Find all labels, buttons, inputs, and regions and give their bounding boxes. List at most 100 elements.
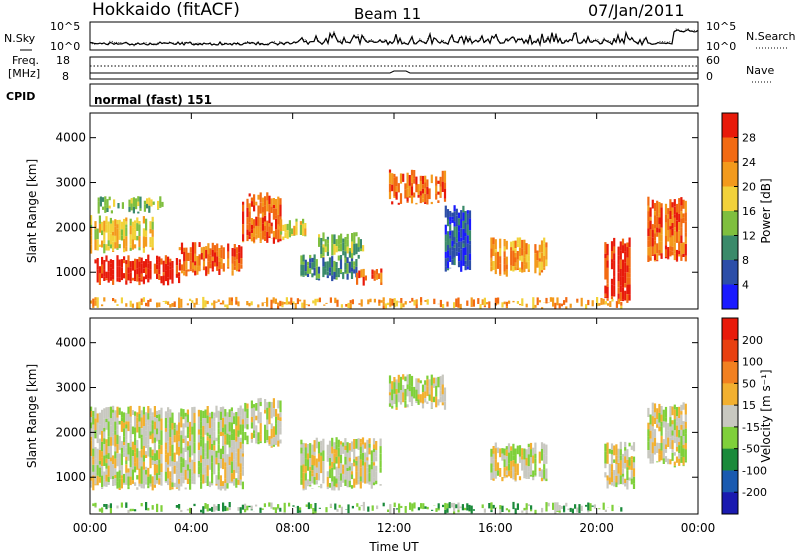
echo-cell xyxy=(335,277,338,280)
freq-panel: Freq. [MHz] 18 8 60 0 Nave xyxy=(8,54,774,83)
echo-cell xyxy=(302,464,305,473)
echo-cell xyxy=(112,479,115,486)
echo-cell xyxy=(556,511,559,512)
echo-cell xyxy=(306,261,310,266)
echo-cell xyxy=(145,470,148,475)
echo-cell xyxy=(272,398,275,409)
echo-cell xyxy=(417,184,420,195)
echo-cell xyxy=(565,306,568,309)
echo-cell xyxy=(140,466,143,473)
echo-cell xyxy=(667,458,670,465)
echo-cell xyxy=(514,252,517,258)
echo-cell xyxy=(624,262,627,273)
echo-cell xyxy=(103,438,106,445)
echo-cell xyxy=(366,439,369,451)
echo-cell xyxy=(457,225,461,232)
echo-cell xyxy=(667,214,670,219)
echo-cell xyxy=(451,259,454,265)
echo-cell xyxy=(545,468,548,479)
echo-cell xyxy=(220,264,223,269)
echo-cell xyxy=(233,429,236,441)
echo-cell xyxy=(123,473,126,483)
echo-cell xyxy=(342,242,345,251)
echo-cell xyxy=(669,417,672,427)
echo-cell xyxy=(653,211,657,216)
echo-cell xyxy=(351,299,354,305)
colorbar-segment xyxy=(722,113,738,138)
echo-cell xyxy=(222,481,225,487)
echo-cell xyxy=(200,247,203,253)
echo-cell xyxy=(107,246,110,251)
echo-cell xyxy=(552,297,555,307)
echo-cell xyxy=(156,473,159,481)
echo-cell xyxy=(675,456,679,463)
echo-cell xyxy=(516,445,519,455)
echo-cell xyxy=(428,379,431,391)
echo-cell xyxy=(257,398,260,404)
echo-cell xyxy=(419,175,422,181)
echo-cell xyxy=(441,181,444,192)
echo-cell xyxy=(96,297,99,308)
echo-cell xyxy=(410,182,414,187)
echo-cell xyxy=(455,238,458,243)
echo-cell xyxy=(621,259,625,265)
echo-cell xyxy=(114,226,117,236)
cpid-label: CPID xyxy=(6,90,35,103)
echo-cell xyxy=(178,247,181,251)
echo-cell xyxy=(277,440,280,447)
echo-cell xyxy=(417,394,420,400)
echo-cell xyxy=(117,203,120,209)
echo-cell xyxy=(270,428,273,439)
echo-cell xyxy=(103,231,106,240)
echo-cell xyxy=(140,428,143,435)
echo-cell xyxy=(226,304,229,309)
echo-cell xyxy=(128,199,131,207)
echo-cell xyxy=(149,423,152,432)
echo-cell xyxy=(621,473,625,477)
x-axis-label: Time UT xyxy=(368,540,419,554)
echo-cell xyxy=(527,269,530,272)
echo-cell xyxy=(250,197,253,202)
echo-cell xyxy=(328,272,332,276)
echo-cell xyxy=(604,301,607,305)
echo-cell xyxy=(156,480,159,484)
echo-cell xyxy=(125,502,128,508)
echo-cell xyxy=(151,455,154,461)
echo-cell xyxy=(669,226,672,230)
echo-cell xyxy=(306,479,310,485)
echo-cell xyxy=(134,258,137,270)
echo-cell xyxy=(525,465,528,478)
echo-cell xyxy=(501,505,504,512)
echo-cell xyxy=(358,506,361,511)
echo-cell xyxy=(326,243,329,252)
echo-cell xyxy=(361,460,365,466)
echo-cell xyxy=(684,403,687,415)
echo-cell xyxy=(355,465,358,472)
echo-cell xyxy=(404,304,407,305)
echo-cell xyxy=(543,443,546,454)
echo-cell xyxy=(138,281,141,286)
echo-cell xyxy=(333,453,336,464)
echo-cell xyxy=(197,423,200,430)
echo-cell xyxy=(382,297,385,302)
echo-cell xyxy=(322,482,325,484)
echo-cell xyxy=(216,266,219,271)
echo-cell xyxy=(140,483,143,489)
echo-cell xyxy=(364,462,367,474)
echo-cell xyxy=(514,248,517,253)
echo-cell xyxy=(101,221,104,231)
echo-cell xyxy=(250,237,253,242)
echo-cell xyxy=(98,460,101,465)
cpid-panel-frame xyxy=(89,83,699,107)
echo-cell xyxy=(140,434,143,438)
echo-cell xyxy=(613,480,616,487)
echo-cell xyxy=(134,220,137,224)
echo-cell xyxy=(494,252,497,263)
echo-cell xyxy=(171,473,174,483)
echo-cell xyxy=(255,403,258,411)
echo-cell xyxy=(118,470,121,479)
echo-cell xyxy=(318,237,321,247)
echo-cell xyxy=(540,270,544,273)
echo-cell xyxy=(399,173,403,184)
echo-cell xyxy=(326,251,329,256)
